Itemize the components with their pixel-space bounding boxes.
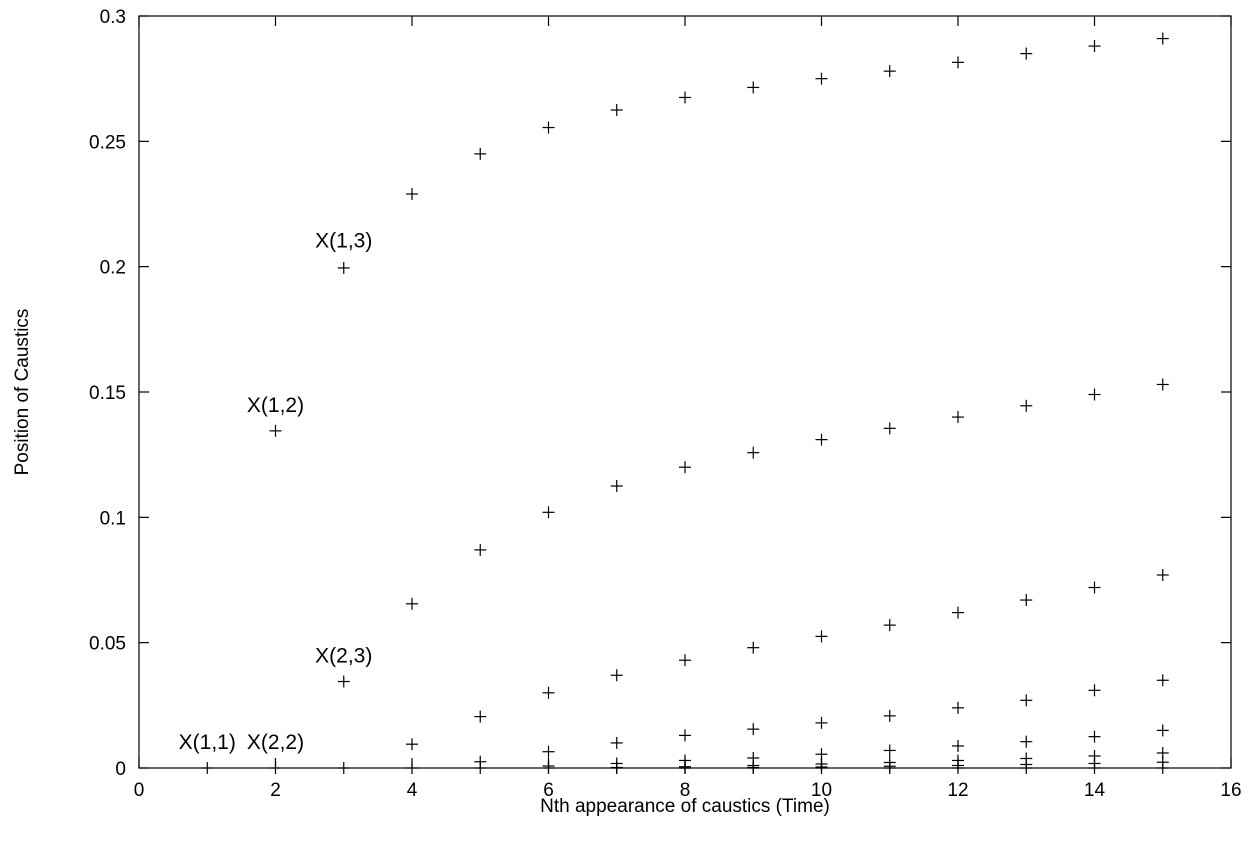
data-point	[337, 675, 350, 688]
x-tick-label: 10	[811, 780, 832, 801]
data-point	[1156, 762, 1169, 774]
data-point	[542, 121, 555, 134]
data-point	[815, 762, 828, 774]
data-point	[1156, 32, 1169, 45]
point-annotation: X(2,2)	[247, 731, 304, 754]
x-tick-label: 14	[1084, 780, 1106, 801]
data-point	[269, 424, 282, 437]
data-point	[406, 597, 418, 610]
x-axis-label: Nth appearance of caustics (Time)	[540, 796, 830, 817]
data-point	[883, 619, 896, 632]
data-point	[201, 762, 214, 774]
data-point	[747, 81, 760, 94]
point-annotation: X(1,3)	[315, 230, 372, 253]
data-point	[883, 744, 896, 757]
data-point	[1020, 735, 1033, 748]
data-point	[610, 736, 623, 749]
data-point	[815, 72, 828, 85]
data-point	[542, 506, 555, 519]
data-point	[679, 654, 691, 667]
y-tick-label: 0.3	[100, 7, 126, 28]
y-tick-label: 0.15	[89, 383, 126, 404]
data-point	[679, 461, 691, 474]
x-tick-label: 4	[407, 780, 418, 801]
data-point	[474, 762, 487, 774]
data-point	[883, 422, 896, 435]
data-point	[406, 762, 418, 774]
y-tick-label: 0	[115, 759, 126, 780]
data-point	[1156, 674, 1169, 687]
point-annotation: X(1,1)	[179, 731, 236, 754]
y-tick-label: 0.05	[89, 634, 126, 655]
data-point	[337, 762, 350, 774]
data-point	[883, 65, 896, 78]
data-point	[337, 261, 350, 274]
data-point	[1020, 694, 1033, 707]
data-point	[1020, 762, 1033, 774]
data-point	[952, 411, 964, 424]
data-point	[747, 641, 760, 654]
y-tick-label: 0.1	[100, 508, 126, 529]
data-point	[269, 762, 282, 774]
data-point	[747, 723, 760, 736]
data-point	[815, 433, 828, 446]
data-point	[474, 710, 487, 723]
data-points	[201, 32, 1169, 774]
data-point	[952, 762, 964, 774]
data-point	[406, 738, 418, 751]
data-point	[542, 745, 555, 758]
data-point	[747, 762, 760, 774]
data-point	[952, 606, 964, 619]
data-point	[815, 716, 828, 729]
data-point	[952, 701, 964, 714]
x-tick-label: 0	[134, 780, 145, 801]
data-point	[952, 56, 964, 69]
data-point	[1020, 399, 1033, 412]
data-point	[679, 91, 691, 104]
data-point	[1020, 47, 1033, 60]
data-point	[1088, 388, 1101, 401]
data-point	[1088, 581, 1101, 594]
data-point	[1156, 568, 1169, 581]
data-point	[610, 669, 623, 682]
point-annotations: X(1,3) X(1,2) X(2,3) X(1,1) X(2,2)	[179, 230, 373, 754]
data-point	[1088, 730, 1101, 743]
data-point	[474, 543, 487, 556]
y-axis-label: Position of Caustics	[12, 309, 33, 476]
data-point	[1088, 684, 1101, 697]
y-tick-label: 0.25	[89, 132, 126, 153]
x-tick-label: 12	[947, 780, 968, 801]
y-tick-label: 0.2	[100, 258, 126, 279]
data-point	[952, 739, 964, 752]
data-point	[610, 762, 623, 774]
data-point	[542, 762, 555, 774]
point-annotation: X(1,2)	[247, 394, 304, 417]
data-point	[1020, 594, 1033, 607]
x-tick-label: 6	[543, 780, 554, 801]
x-tick-label: 8	[680, 780, 691, 801]
data-point	[542, 686, 555, 699]
point-annotation: X(2,3)	[315, 645, 372, 668]
x-tick-label: 2	[270, 780, 281, 801]
data-point	[1156, 378, 1169, 391]
data-point	[474, 147, 487, 160]
data-point	[406, 187, 418, 200]
data-point	[610, 104, 623, 116]
data-point	[610, 480, 623, 492]
data-point	[883, 762, 896, 774]
data-point	[815, 630, 828, 643]
data-point	[1088, 762, 1101, 774]
data-point	[679, 762, 691, 774]
data-point	[1156, 724, 1169, 737]
x-tick-label: 16	[1220, 780, 1241, 801]
data-point	[1088, 40, 1101, 53]
data-point	[679, 729, 691, 742]
data-point	[747, 446, 760, 459]
data-point	[883, 709, 896, 722]
